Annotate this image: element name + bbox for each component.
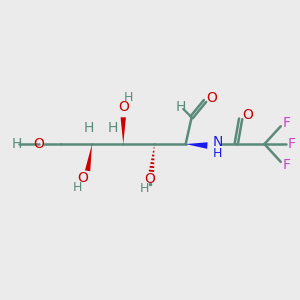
- Polygon shape: [186, 142, 208, 149]
- Text: F: F: [282, 158, 290, 172]
- Text: H: H: [73, 181, 82, 194]
- Polygon shape: [121, 117, 126, 144]
- Text: F: F: [288, 137, 296, 151]
- Text: N: N: [212, 135, 223, 149]
- Text: H: H: [124, 92, 133, 104]
- Text: O: O: [145, 172, 155, 186]
- Text: H: H: [12, 137, 22, 151]
- Text: H: H: [140, 182, 149, 195]
- Text: O: O: [33, 137, 44, 151]
- Text: H: H: [213, 147, 222, 160]
- Text: O: O: [77, 171, 88, 185]
- Text: O: O: [118, 100, 129, 114]
- Polygon shape: [85, 144, 92, 171]
- Text: H: H: [108, 121, 118, 135]
- Text: O: O: [242, 108, 253, 122]
- Text: H: H: [84, 121, 94, 135]
- Text: O: O: [206, 91, 217, 105]
- Text: F: F: [282, 116, 290, 130]
- Text: H: H: [175, 100, 185, 114]
